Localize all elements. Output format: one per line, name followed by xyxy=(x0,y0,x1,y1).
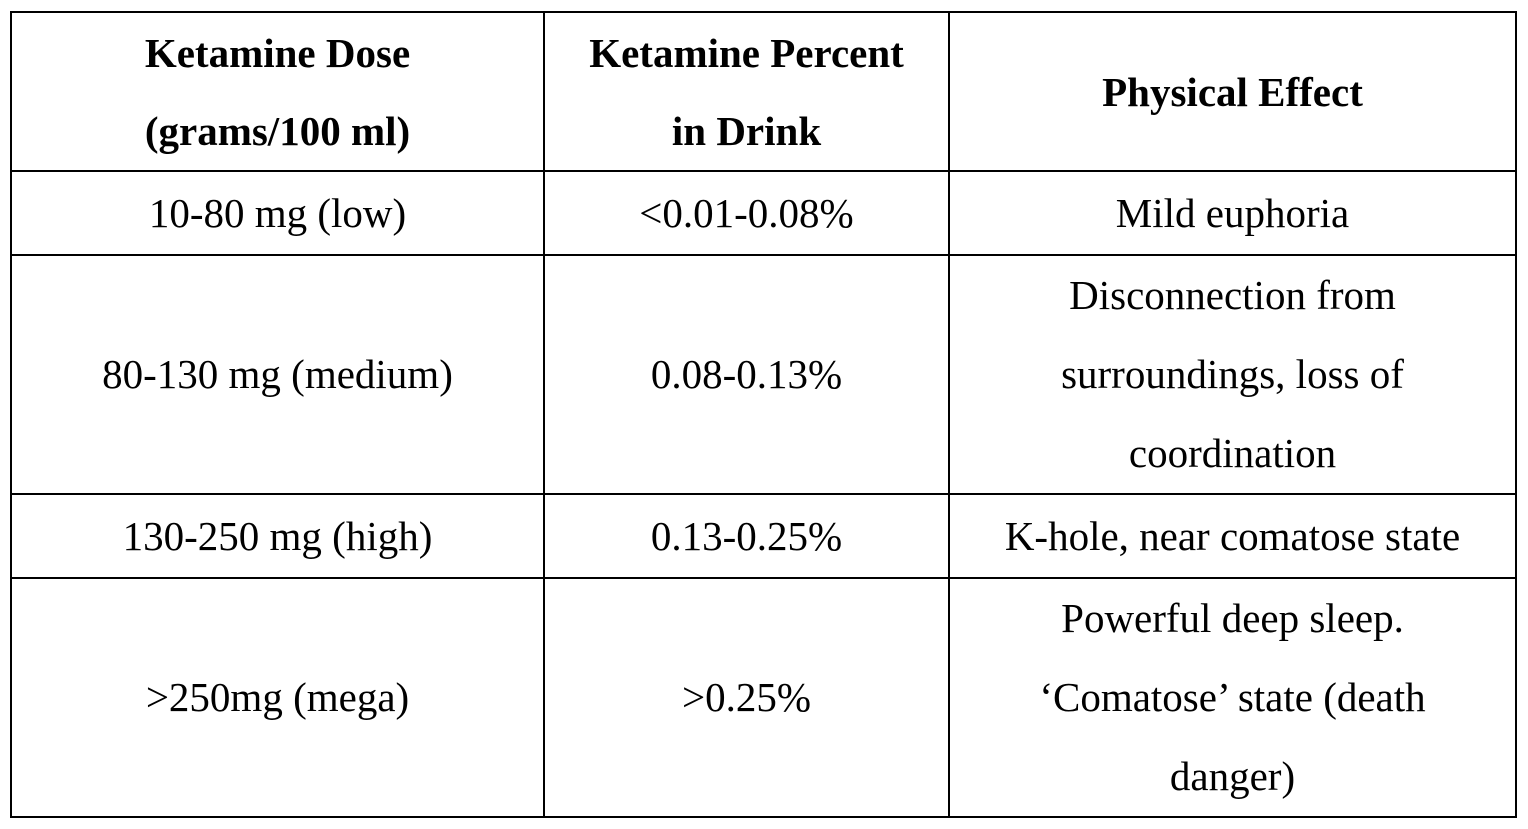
table-row: 130-250 mg (high) 0.13-0.25% K-hole, nea… xyxy=(11,494,1516,578)
effect-line: Disconnection from xyxy=(960,256,1505,335)
header-physical-effect: Physical Effect xyxy=(949,12,1516,171)
effect-line: K-hole, near comatose state xyxy=(960,497,1505,576)
header-ketamine-percent: Ketamine Percent in Drink xyxy=(544,12,949,171)
header-ketamine-dose-line-1: Ketamine Dose xyxy=(22,14,533,92)
percent-cell: <0.01-0.08% xyxy=(544,171,949,255)
dose-cell: 130-250 mg (high) xyxy=(11,494,544,578)
percent-cell: 0.13-0.25% xyxy=(544,494,949,578)
effect-line: ‘Comatose’ state (death xyxy=(960,658,1505,737)
effect-cell: Mild euphoria xyxy=(949,171,1516,255)
header-physical-effect-line-1: Physical Effect xyxy=(960,53,1505,131)
header-ketamine-percent-line-2: in Drink xyxy=(555,92,938,170)
effect-line: Powerful deep sleep. xyxy=(960,579,1505,658)
effect-cell: Powerful deep sleep. ‘Comatose’ state (d… xyxy=(949,578,1516,817)
table-row: 10-80 mg (low) <0.01-0.08% Mild euphoria xyxy=(11,171,1516,255)
dose-cell: >250mg (mega) xyxy=(11,578,544,817)
ketamine-dose-table: Ketamine Dose (grams/100 ml) Ketamine Pe… xyxy=(10,11,1517,818)
header-ketamine-dose: Ketamine Dose (grams/100 ml) xyxy=(11,12,544,171)
table-row: >250mg (mega) >0.25% Powerful deep sleep… xyxy=(11,578,1516,817)
effect-line: coordination xyxy=(960,414,1505,493)
table-header-row: Ketamine Dose (grams/100 ml) Ketamine Pe… xyxy=(11,12,1516,171)
effect-cell: K-hole, near comatose state xyxy=(949,494,1516,578)
effect-line: surroundings, loss of xyxy=(960,335,1505,414)
effect-cell: Disconnection from surroundings, loss of… xyxy=(949,255,1516,494)
effect-line: Mild euphoria xyxy=(960,174,1505,253)
dose-cell: 10-80 mg (low) xyxy=(11,171,544,255)
dose-cell: 80-130 mg (medium) xyxy=(11,255,544,494)
header-ketamine-percent-line-1: Ketamine Percent xyxy=(555,14,938,92)
percent-cell: >0.25% xyxy=(544,578,949,817)
table-row: 80-130 mg (medium) 0.08-0.13% Disconnect… xyxy=(11,255,1516,494)
header-ketamine-dose-line-2: (grams/100 ml) xyxy=(22,92,533,170)
percent-cell: 0.08-0.13% xyxy=(544,255,949,494)
effect-line: danger) xyxy=(960,737,1505,816)
